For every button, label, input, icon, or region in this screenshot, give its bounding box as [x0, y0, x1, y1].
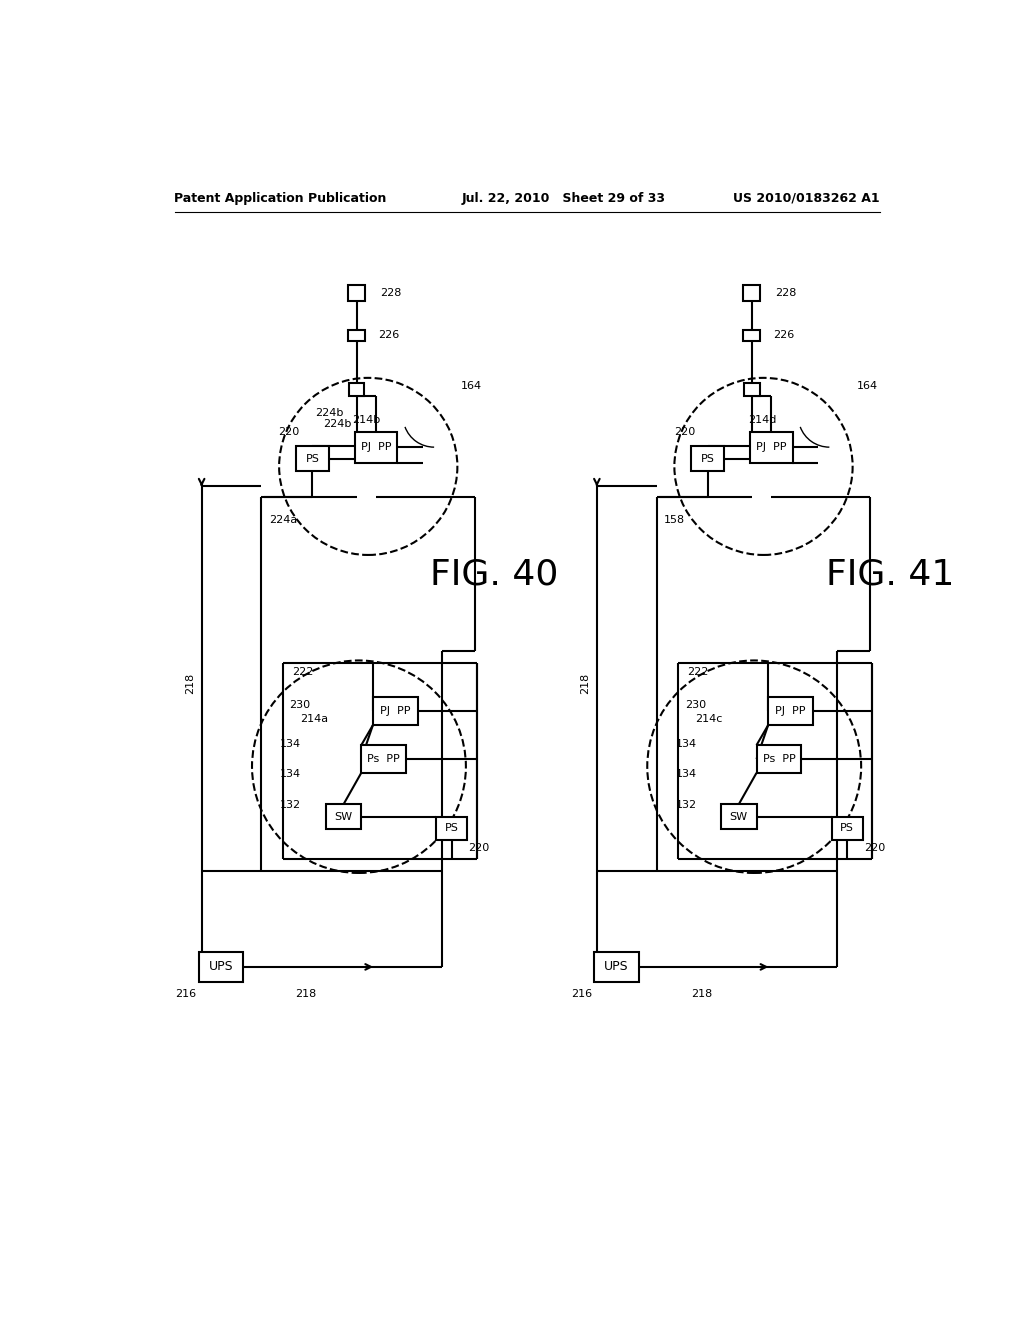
Text: SW: SW [730, 812, 748, 822]
Bar [436, 817, 467, 840]
Text: FIG. 40: FIG. 40 [430, 557, 559, 591]
Text: UPS: UPS [209, 961, 233, 973]
Text: 218: 218 [185, 673, 195, 694]
Text: 224a: 224a [269, 515, 297, 525]
Text: 220: 220 [279, 426, 300, 437]
Text: 226: 226 [773, 330, 795, 341]
Bar [721, 804, 757, 829]
Text: 222: 222 [292, 667, 313, 677]
Bar [757, 744, 802, 774]
Text: 220: 220 [674, 426, 695, 437]
Text: 214d: 214d [748, 416, 776, 425]
Text: 164: 164 [461, 380, 482, 391]
Text: 214c: 214c [695, 714, 723, 723]
Text: 214b: 214b [352, 416, 381, 425]
Bar [743, 330, 761, 341]
Bar [743, 285, 761, 301]
Bar [768, 697, 813, 725]
Bar [831, 817, 862, 840]
Text: Ps  PP: Ps PP [368, 754, 400, 764]
Text: 216: 216 [570, 989, 592, 999]
Text: 226: 226 [378, 330, 399, 341]
Text: Patent Application Publication: Patent Application Publication [174, 191, 387, 205]
Text: 132: 132 [676, 800, 696, 810]
Text: Ps  PP: Ps PP [763, 754, 796, 764]
Bar [348, 330, 366, 341]
Text: 218: 218 [691, 989, 712, 999]
Text: PS: PS [445, 824, 459, 833]
Text: PJ  PP: PJ PP [775, 706, 806, 717]
Text: PJ  PP: PJ PP [756, 442, 786, 453]
Bar [373, 697, 418, 725]
Text: 132: 132 [281, 800, 301, 810]
Bar [326, 804, 361, 829]
Text: 218: 218 [296, 989, 316, 999]
Bar [594, 952, 639, 982]
Text: PS: PS [305, 454, 319, 463]
Text: 158: 158 [665, 515, 685, 525]
Bar [750, 432, 793, 462]
Bar [199, 952, 244, 982]
Bar [348, 285, 366, 301]
Text: 214a: 214a [300, 714, 328, 723]
Text: 228: 228 [775, 288, 797, 298]
Text: 134: 134 [676, 739, 696, 748]
Text: 164: 164 [856, 380, 878, 391]
Text: 224b: 224b [323, 418, 351, 429]
Bar [354, 432, 397, 462]
Text: 216: 216 [175, 989, 197, 999]
Text: 134: 134 [281, 739, 301, 748]
Text: US 2010/0183262 A1: US 2010/0183262 A1 [733, 191, 880, 205]
Text: 222: 222 [687, 667, 709, 677]
Text: PJ  PP: PJ PP [380, 706, 411, 717]
Text: 134: 134 [281, 770, 301, 779]
Text: FIG. 41: FIG. 41 [825, 557, 954, 591]
Text: 228: 228 [380, 288, 401, 298]
Bar [744, 383, 760, 396]
Text: PS: PS [700, 454, 715, 463]
Text: PJ  PP: PJ PP [360, 442, 391, 453]
Bar [349, 383, 365, 396]
Text: 224b: 224b [315, 408, 344, 417]
Bar [361, 744, 407, 774]
Text: 134: 134 [676, 770, 696, 779]
Text: 230: 230 [685, 700, 706, 710]
Bar [691, 446, 724, 471]
Text: UPS: UPS [604, 961, 629, 973]
Text: 220: 220 [863, 842, 885, 853]
Text: SW: SW [335, 812, 352, 822]
Text: Jul. 22, 2010   Sheet 29 of 33: Jul. 22, 2010 Sheet 29 of 33 [461, 191, 666, 205]
Text: 230: 230 [290, 700, 310, 710]
Text: 220: 220 [468, 842, 489, 853]
Text: PS: PS [841, 824, 854, 833]
Bar [296, 446, 329, 471]
Text: 218: 218 [581, 673, 590, 694]
